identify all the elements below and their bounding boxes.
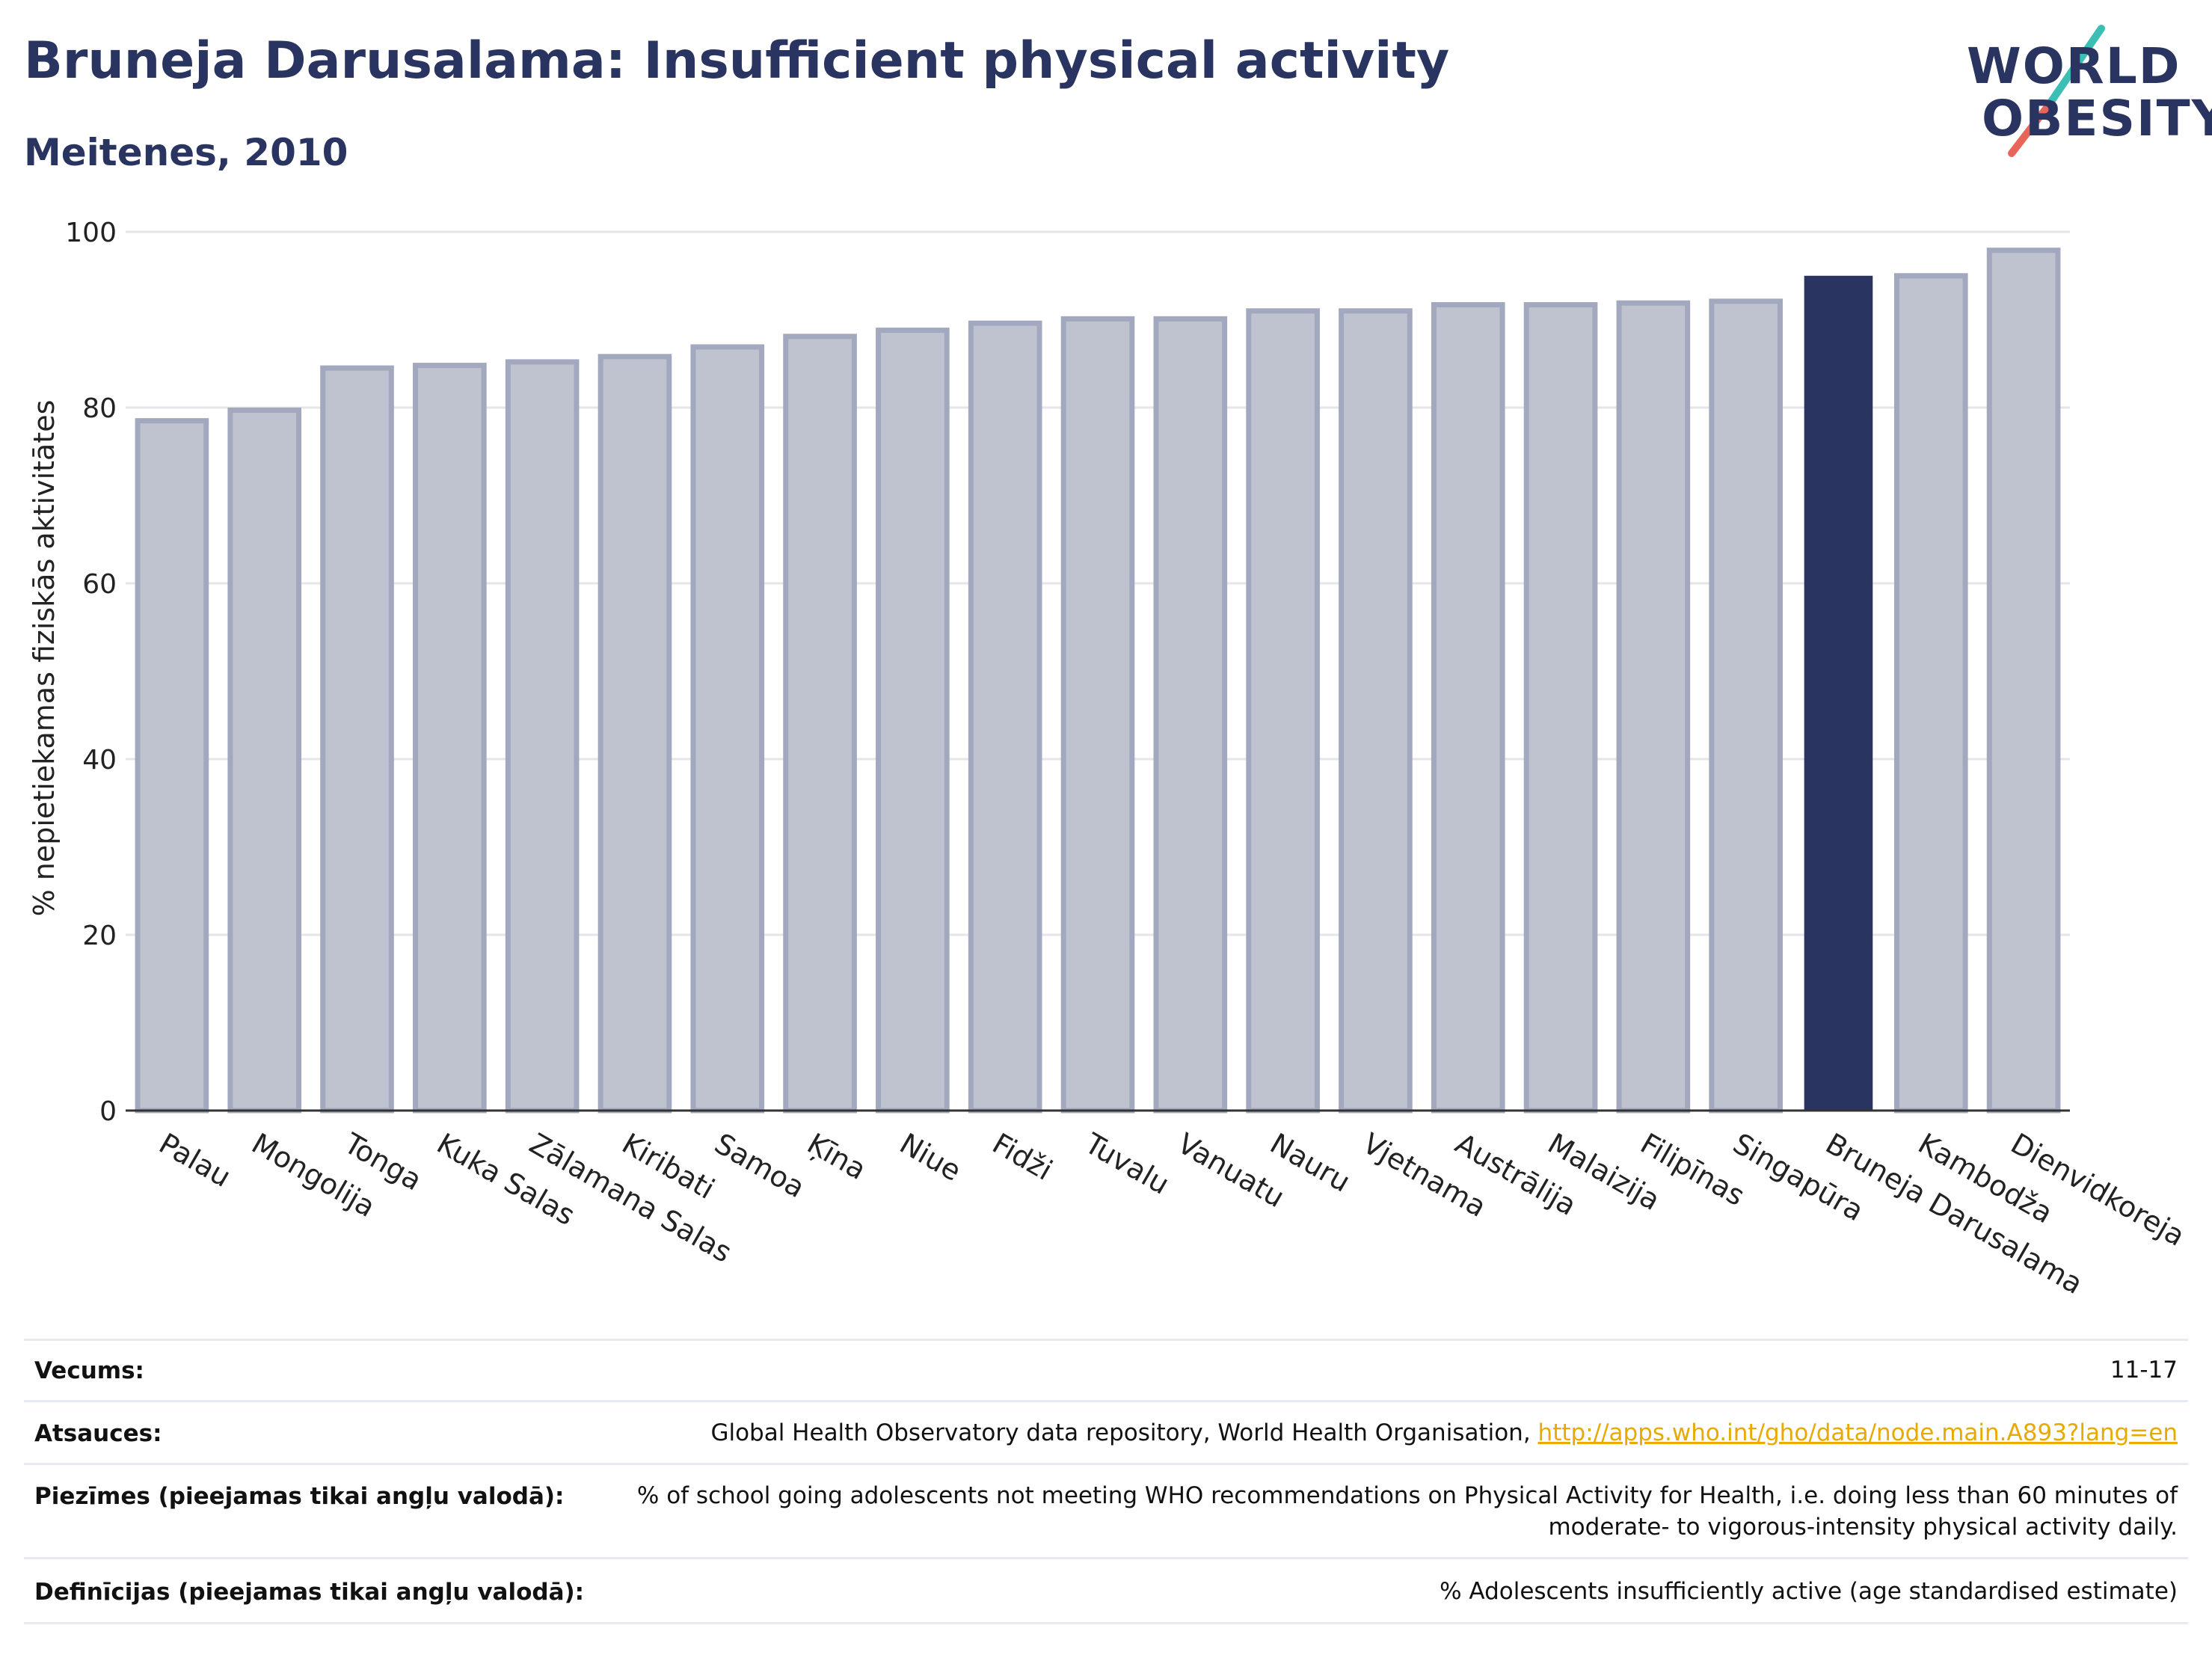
info-row-age: Vecums: 11-17 xyxy=(24,1339,2188,1401)
bar[interactable] xyxy=(1709,298,1783,1114)
bar[interactable] xyxy=(1616,300,1691,1114)
bar[interactable] xyxy=(227,408,302,1114)
bar[interactable] xyxy=(135,418,209,1114)
x-tick-label: Fidži xyxy=(987,1127,1058,1187)
y-tick-label: 40 xyxy=(82,745,117,776)
y-tick-label: 80 xyxy=(82,393,117,424)
x-tick-label: Ķīna xyxy=(802,1127,872,1187)
logo-text-line2: OBESITY xyxy=(1982,90,2212,147)
bar[interactable] xyxy=(1893,273,1968,1114)
notes-line1: % of school going adolescents not meetin… xyxy=(636,1482,2178,1509)
info-row-notes: Piezīmes (pieejamas tikai angļu valodā):… xyxy=(24,1463,2188,1558)
notes-line2: moderate- to vigorous-intensity physical… xyxy=(1548,1514,2178,1541)
bars xyxy=(135,248,2061,1114)
info-value-sources: Global Health Observatory data repositor… xyxy=(710,1417,2178,1449)
bar[interactable] xyxy=(690,344,765,1114)
bar[interactable] xyxy=(968,320,1042,1114)
x-tick-label: Tuvalu xyxy=(1079,1126,1175,1201)
sources-text: Global Health Observatory data repositor… xyxy=(710,1419,1538,1446)
info-row-sources: Atsauces: Global Health Observatory data… xyxy=(24,1400,2188,1464)
bar[interactable] xyxy=(1523,302,1598,1114)
x-tick-label: Palau xyxy=(153,1127,236,1194)
info-value-notes: % of school going adolescents not meetin… xyxy=(637,1480,2178,1543)
info-label-definitions: Definīcijas (pieejamas tikai angļu valod… xyxy=(34,1579,585,1606)
info-label-notes: Piezīmes (pieejamas tikai angļu valodā): xyxy=(34,1483,565,1510)
bar[interactable] xyxy=(1339,308,1413,1114)
info-label-age: Vecums: xyxy=(34,1357,144,1384)
x-tick-label: Vanuatu xyxy=(1172,1127,1290,1214)
chart-subtitle: Meitenes, 2010 xyxy=(24,131,348,174)
info-label-sources: Atsauces: xyxy=(34,1420,162,1447)
bar[interactable] xyxy=(320,365,394,1114)
bar[interactable] xyxy=(413,363,487,1114)
info-value-age: 11-17 xyxy=(2110,1357,2178,1384)
bar[interactable] xyxy=(1804,275,1873,1111)
sources-link[interactable]: http://apps.who.int/gho/data/node.main.A… xyxy=(1537,1419,2178,1446)
x-tick-label: Samoa xyxy=(709,1127,810,1205)
bar[interactable] xyxy=(876,328,950,1114)
y-tick-label: 100 xyxy=(65,218,117,248)
bar[interactable] xyxy=(505,359,580,1114)
bar[interactable] xyxy=(1060,316,1135,1114)
y-axis-label: % nepietiekamas fiziskās aktivitātes xyxy=(28,400,61,917)
bar[interactable] xyxy=(597,354,672,1114)
y-tick-label: 0 xyxy=(99,1096,117,1127)
logo-text-line1: WORLD xyxy=(1967,37,2181,95)
bar[interactable] xyxy=(1153,316,1228,1114)
bar[interactable] xyxy=(1246,308,1320,1114)
bar[interactable] xyxy=(1431,302,1505,1114)
y-tick-label: 60 xyxy=(82,569,117,600)
x-tick-label: Niue xyxy=(894,1127,967,1188)
chart-title: Bruneja Darusalama: Insufficient physica… xyxy=(24,31,1450,90)
y-tick-label: 20 xyxy=(82,921,117,951)
bar[interactable] xyxy=(1986,248,2061,1114)
logo-slash-icon xyxy=(2008,25,2105,157)
info-row-definitions: Definīcijas (pieejamas tikai angļu valod… xyxy=(24,1557,2188,1624)
info-value-definitions: % Adolescents insufficiently active (age… xyxy=(1440,1578,2178,1605)
world-obesity-logo: WORLD OBESITY xyxy=(1944,22,2212,165)
bar[interactable] xyxy=(783,334,857,1114)
